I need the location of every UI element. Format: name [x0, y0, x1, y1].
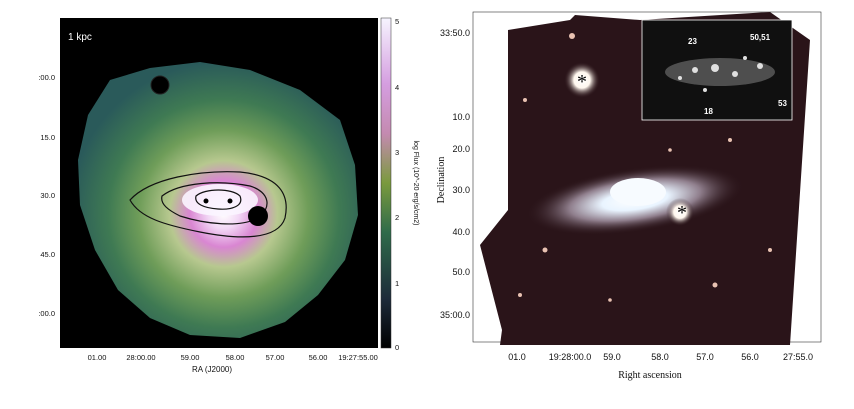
x-tick: 27:55.0	[783, 352, 813, 362]
inset-label: 53	[778, 99, 787, 108]
masked-star	[227, 198, 233, 204]
inset-label: 50,51	[750, 33, 771, 42]
y-tick: 30.0	[452, 185, 470, 195]
colorbar-tick: 2	[395, 213, 399, 222]
star-marker: *	[677, 202, 687, 224]
y-tick: 10.0	[452, 112, 470, 122]
flux-map-panel: 1 kpc :00.0 15.0 30.0 45.0 :00.0 01.00 2…	[0, 0, 430, 404]
y-tick: 40.0	[452, 227, 470, 237]
x-tick: 58.0	[651, 352, 669, 362]
bright-star	[666, 198, 694, 226]
x-tick: 59.0	[603, 352, 621, 362]
left-y-ticks: :00.0 15.0 30.0 45.0 :00.0	[38, 73, 55, 318]
optical-image-panel: * * 23 50,51 18	[430, 0, 854, 404]
y-tick: :00.0	[38, 309, 55, 318]
y-tick: 30.0	[40, 191, 55, 200]
y-tick: 45.0	[40, 250, 55, 259]
right-x-label: Right ascension	[618, 370, 682, 381]
x-tick: 59.00	[181, 353, 200, 362]
masked-star	[248, 206, 268, 226]
colorbar-tick: 5	[395, 17, 399, 26]
y-tick: 20.0	[452, 144, 470, 154]
galaxy-core	[610, 178, 666, 206]
inset-labels: 23 50,51 18 53	[688, 33, 787, 116]
star-marker: *	[577, 71, 587, 93]
x-tick: 57.00	[266, 353, 285, 362]
masked-star	[203, 198, 209, 204]
y-tick: 50.0	[452, 267, 470, 277]
y-tick: 33:50.0	[440, 28, 470, 38]
colorbar-ticks: 5 4 3 2 1 0	[395, 17, 399, 352]
colorbar-tick: 0	[395, 343, 399, 352]
inset-label: 18	[704, 107, 713, 116]
right-y-ticks: 33:50.0 10.0 20.0 30.0 40.0 50.0 35:00.0	[440, 28, 470, 320]
colorbar	[380, 17, 392, 349]
scale-label: 1 kpc	[68, 32, 92, 43]
field-stars	[518, 33, 772, 302]
x-tick: 58.00	[226, 353, 245, 362]
y-tick: 35:00.0	[440, 310, 470, 320]
colorbar-tick: 1	[395, 279, 399, 288]
x-tick: 01.0	[508, 352, 526, 362]
x-tick: 19:28:00.0	[549, 352, 592, 362]
x-tick: 57.0	[696, 352, 714, 362]
optical-image-figure: * * 23 50,51 18	[436, 11, 822, 381]
right-y-label: Declination	[436, 157, 447, 204]
left-x-label: RA (J2000)	[192, 365, 232, 374]
y-tick: :00.0	[38, 73, 55, 82]
flux-map-figure: 1 kpc :00.0 15.0 30.0 45.0 :00.0 01.00 2…	[38, 17, 419, 374]
x-tick: 56.0	[741, 352, 759, 362]
masked-star	[150, 75, 170, 95]
colorbar-label: log Flux (10^-20 erg/s/cm2)	[412, 141, 419, 226]
inset-galaxy	[665, 58, 775, 86]
colorbar-tick: 4	[395, 83, 399, 92]
x-tick: 01.00	[88, 353, 107, 362]
galaxy-core	[182, 184, 258, 216]
colorbar-tick: 3	[395, 148, 399, 157]
inset-label: 23	[688, 37, 697, 46]
bright-star	[564, 62, 600, 98]
inset-knots	[678, 56, 763, 92]
right-x-ticks: 01.0 19:28:00.0 59.0 58.0 57.0 56.0 27:5…	[508, 352, 813, 362]
x-tick: 19:27:55.00	[338, 353, 378, 362]
x-tick: 56.00	[309, 353, 328, 362]
left-x-ticks: 01.00 28:00.00 59.00 58.00 57.00 56.00 1…	[88, 353, 378, 362]
x-tick: 28:00.00	[126, 353, 155, 362]
y-tick: 15.0	[40, 133, 55, 142]
